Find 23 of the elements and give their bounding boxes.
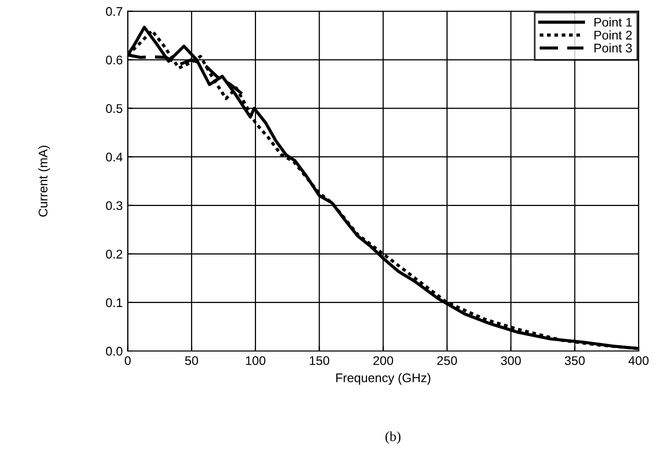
y-tick-label: 0.5 [106,104,122,113]
text: (b) [386,431,400,444]
x-tick-label: 400 [628,356,649,366]
x-axis-title: Frequency (GHz) [336,373,430,385]
y-tick-label: 0.2 [106,250,122,259]
y-tick-label: 0.1 [106,298,122,308]
x-tick-label: 300 [500,356,521,366]
x-tick-label: 200 [373,356,394,366]
x-tick-label: 0 [124,356,131,366]
y-tick-label: 0.4 [106,152,122,162]
x-tick-label: 50 [185,356,198,366]
y-axis-title: Current (mA) [38,146,50,217]
x-tick-label: 150 [310,356,330,366]
legend-label: Point 2 [594,30,632,40]
legend-label: Point 1 [594,18,632,27]
y-tick-label: 0.7 [106,7,122,16]
x-tick-label: 250 [437,356,457,366]
x-tick-label: 100 [246,356,266,366]
x-tick-label: 350 [564,356,585,366]
y-tick-label: 0.6 [106,56,122,64]
y-tick-label: 0.3 [106,201,122,210]
y-tick-label: 0.0 [106,346,122,356]
legend-label: Point 3 [594,43,632,52]
